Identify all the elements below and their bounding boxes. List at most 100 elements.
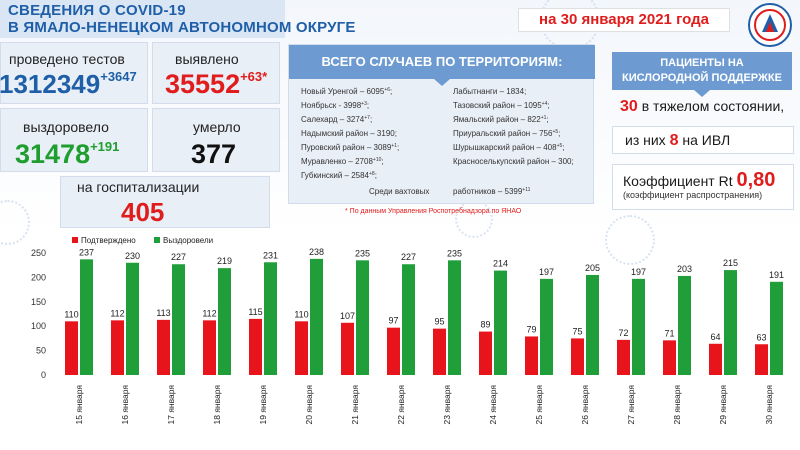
territory-delta: +1 [391,143,398,149]
bar-value-label: 107 [340,311,355,321]
bar-value-label: 197 [631,267,646,277]
hospital-card: на госпитализации 405 [60,176,270,228]
territory-count: Новый Уренгой – 6095 [301,87,385,96]
bar-value-label: 197 [539,267,554,277]
confirmed-bar [295,321,308,375]
territory-item: Приуральский район – 756+5; [453,129,561,138]
confirmed-bar [203,320,216,375]
bar-value-label: 63 [756,332,766,342]
territory-count: Губкинский – 2584 [301,171,369,180]
bar-value-label: 230 [125,251,140,261]
recovered-bar [172,264,185,375]
territory-count: Пуровский район – 3089 [301,143,392,152]
daily-cases-chart: 0 50 100 150 200 250 Подтверждено Выздоровели 11… [31,236,784,425]
recovered-bar [402,264,415,375]
territory-item: Тазовский район – 1095+4; [453,101,550,110]
x-tick-label: 22 января [396,385,406,425]
severe-value: 30 [620,98,638,115]
source-note: * По данным Управления Роспотребнадзора … [345,208,522,215]
x-tick-label: 15 января [74,385,84,425]
territory-count: Тазовский район – 1095 [453,101,542,110]
confirmed-bar [157,319,170,375]
recovered-bar [126,262,139,375]
territory-count: Шурышкарский район – 408 [453,143,557,152]
bar-value-label: 231 [263,250,278,260]
recovered-bar [678,275,691,375]
territory-item: Красноселькупский район – 300; [453,157,574,166]
territory-delta: +3 [361,101,367,107]
bar-value-label: 203 [677,264,692,274]
confirmed-bar [479,331,492,375]
emblem-logo-icon [748,3,792,47]
legend-label: Подтверждено [81,236,136,245]
detected-card: выявлено 35552+63* [152,42,280,104]
recovered-bar [448,260,461,375]
recovered-bar [264,262,277,375]
territory-item: Ноябрьск - 3998+3; [301,101,370,110]
confirmed-bar [525,336,538,375]
territory-delta: +7 [364,115,370,121]
bar-value-label: 214 [493,259,508,269]
territory-delta: +5 [556,143,563,149]
recovered-bar [724,270,737,375]
detected-label: выявлено [175,51,239,67]
bar-value-label: 72 [618,328,628,338]
bar-value-label: 235 [447,248,462,258]
territory-delta: +1 [540,115,547,121]
tests-delta: +3647 [100,69,137,84]
recovered-card: выздоровело 31478+191 [0,108,148,172]
legend-swatch [72,237,78,243]
shift-workers-count: работников – 5399 [453,187,523,196]
x-tick-label: 16 января [120,385,130,425]
y-tick-label: 250 [31,248,46,258]
oxygen-heading-line2: КИСЛОРОДНОЙ ПОДДЕРЖКЕ [622,72,782,84]
territory-item: Новый Уренгой – 6095+6; [301,87,393,96]
x-tick-label: 23 января [442,385,452,425]
territory-item: Муравленко – 2708+10; [301,157,384,166]
recovered-label: выздоровело [23,119,109,135]
x-tick-label: 29 января [718,385,728,425]
tests-card: проведено тестов 1312349+3647 [0,42,148,104]
died-label: умерло [193,119,241,135]
y-tick-label: 0 [41,370,46,380]
page-subtitle: В ЯМАЛО-НЕНЕЦКОМ АВТОНОМНОМ ОКРУГЕ [8,19,356,36]
x-tick-label: 24 января [488,385,498,425]
bar-value-label: 110 [294,309,308,319]
bar-value-label: 205 [585,263,600,273]
shift-workers-delta: +11 [522,187,531,193]
ivl-value: 8 [669,132,679,149]
bar-value-label: 110 [64,309,78,319]
shift-workers-label: Среди вахтовых [369,187,430,196]
y-tick-label: 50 [36,346,46,356]
detected-value: 35552+63* [165,69,267,100]
bar-value-label: 64 [710,332,720,342]
x-tick-label: 30 января [764,385,774,425]
severe-box: 30 в тяжелом состоянии, [612,96,794,118]
territory-count: Салехард – 3274 [301,115,365,124]
confirmed-bar [387,327,400,375]
x-tick-label: 26 января [580,385,590,425]
legend-swatch [154,237,160,243]
tests-label: проведено тестов [9,51,125,67]
shift-workers-value: работников – 5399+11 [453,187,530,196]
territory-item: Надымский район – 3190; [301,129,397,138]
x-tick-label: 28 января [672,385,682,425]
territory-count: Красноселькупский район – 300 [453,157,572,166]
oxygen-heading: ПАЦИЕНТЫ НА КИСЛОРОДНОЙ ПОДДЕРЖКЕ [612,52,792,97]
confirmed-bar [341,322,354,375]
y-tick-label: 150 [31,297,46,307]
territory-item: Пуровский район – 3089+1; [301,143,400,152]
confirmed-bar [249,318,262,375]
bar-value-label: 75 [572,326,582,336]
x-tick-label: 20 января [304,385,314,425]
bar-value-label: 219 [217,256,232,266]
report-date: на 30 января 2021 года [518,8,730,32]
recovered-delta: +191 [90,139,120,154]
rt-value: 0,80 [736,169,776,191]
title-band [0,0,285,38]
territory-count: Приуральский район – 756 [453,129,553,138]
x-tick-label: 25 января [534,385,544,425]
died-value: 377 [191,139,237,169]
y-tick-label: 100 [31,321,46,331]
recovered-bar [586,274,599,375]
